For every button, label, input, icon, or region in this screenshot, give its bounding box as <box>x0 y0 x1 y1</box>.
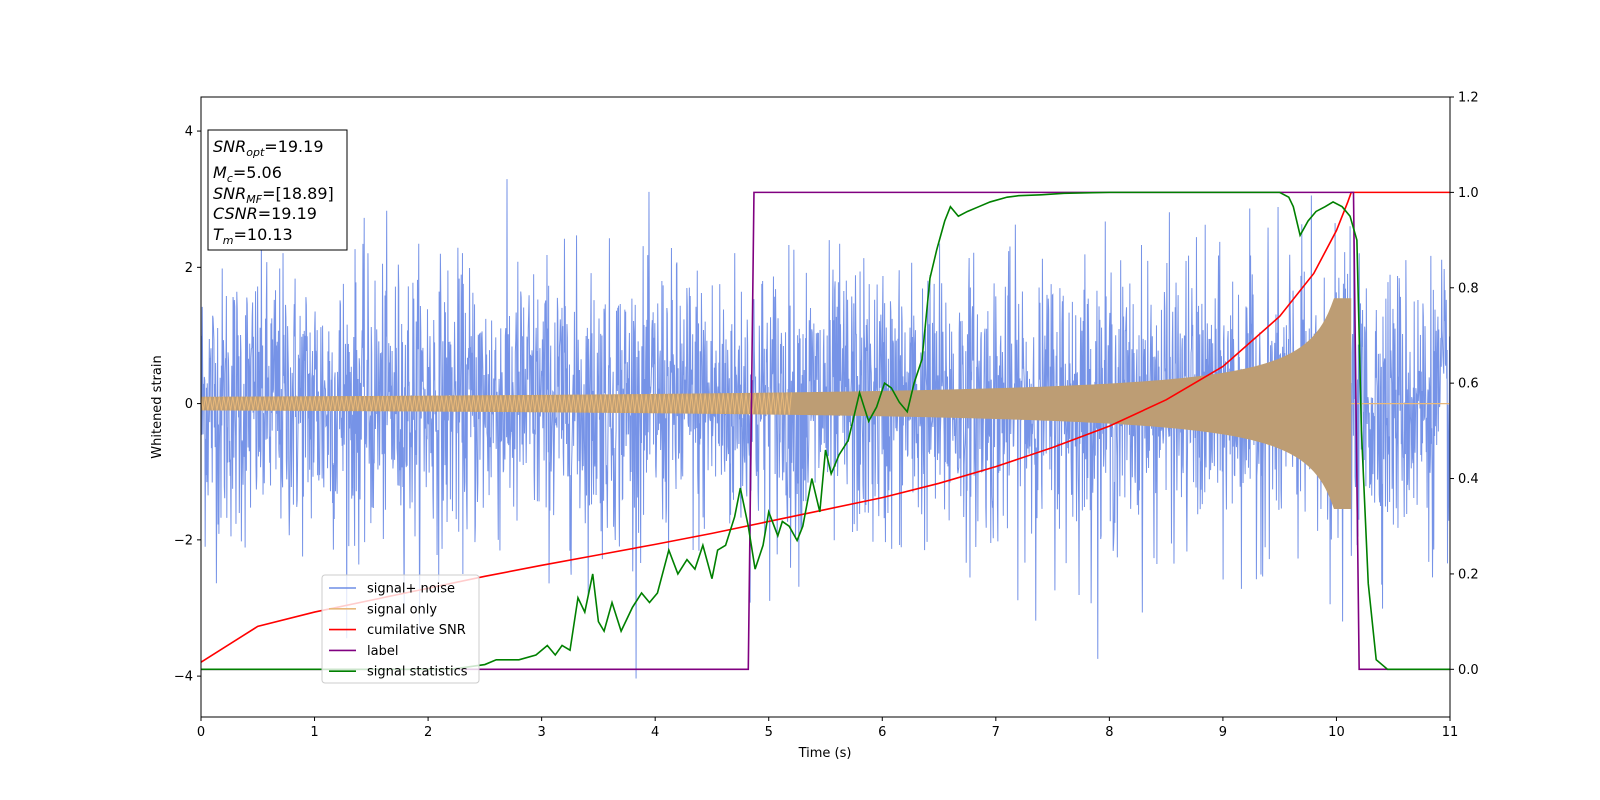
x-tick-label: 8 <box>1105 725 1113 740</box>
label-line <box>201 191 1450 671</box>
x-tick-label: 2 <box>424 725 432 740</box>
legend-item-signal-only: signal only <box>329 602 437 617</box>
legend-label: cumilative SNR <box>367 623 466 638</box>
x-tick-label: 1 <box>310 725 318 740</box>
plot-frame <box>200 96 1451 718</box>
x-axis-label: Time (s) <box>798 746 852 761</box>
annotation-frame <box>207 129 348 251</box>
right-y-tick-label: 1.2 <box>1458 91 1479 106</box>
x-tick-label: 10 <box>1328 725 1345 740</box>
right-y-tick-label: 0.4 <box>1458 472 1479 487</box>
legend-item-cumulative-snr: cumilative SNR <box>329 623 466 638</box>
right-y-tick-label: 0.2 <box>1458 567 1479 582</box>
annotation-tm: Tm=10.13 <box>213 225 293 247</box>
legend-item-signal-noise: signal+ noise <box>329 582 455 597</box>
left-y-tick-label: 0 <box>185 397 193 412</box>
signal-only-oscillation <box>201 392 792 415</box>
right-y-tick-label: 0.8 <box>1458 281 1479 296</box>
legend-item-label: label <box>329 644 398 659</box>
legend-label: signal+ noise <box>367 582 455 597</box>
right-y-tick-label: 0.0 <box>1458 663 1479 678</box>
annotation-mc: Mc=5.06 <box>213 163 282 185</box>
annotation-snr-mf: SNRMF=[18.89] <box>213 184 334 206</box>
x-tick-label: 3 <box>537 725 545 740</box>
signal-statistics-line <box>201 191 1450 671</box>
x-tick-label: 4 <box>651 725 659 740</box>
right-y-tick-label: 0.6 <box>1458 377 1479 392</box>
right-y-axis-ticks: 0.0 0.2 0.4 0.6 0.8 1.0 1.2 <box>1450 91 1479 678</box>
legend-item-signal-statistics: signal statistics <box>329 665 468 680</box>
x-tick-label: 0 <box>197 725 205 740</box>
left-y-tick-label: −2 <box>174 533 193 548</box>
left-y-tick-label: −4 <box>174 670 193 685</box>
left-y-tick-label: 2 <box>185 261 193 276</box>
annotation-snr-opt: SNRopt=19.19 <box>213 137 324 159</box>
legend-frame <box>321 574 480 684</box>
legend: signal+ noise signal only cumilative SNR la… <box>321 574 480 684</box>
left-y-tick-label: 4 <box>185 125 193 140</box>
signal-only-envelope <box>201 298 1352 509</box>
stats-annotation-box: SNRopt=19.19 Mc=5.06 SNRMF=[18.89] CSNR=… <box>207 129 348 251</box>
x-tick-label: 5 <box>765 725 773 740</box>
annotation-csnr: CSNR=19.19 <box>213 204 317 223</box>
x-tick-label: 11 <box>1442 725 1459 740</box>
left-y-axis-ticks: −4 −2 0 2 4 <box>174 125 201 685</box>
right-y-tick-label: 1.0 <box>1458 186 1479 201</box>
x-tick-label: 6 <box>878 725 886 740</box>
legend-label: signal statistics <box>367 665 468 680</box>
left-y-axis-label: Whitened strain <box>150 355 165 458</box>
legend-label: label <box>367 644 398 659</box>
signal-only-series <box>201 298 1450 509</box>
x-axis-ticks: 0 1 2 3 4 5 6 7 8 9 10 11 <box>197 717 1458 740</box>
legend-label: signal only <box>367 602 437 617</box>
x-tick-label: 9 <box>1219 725 1227 740</box>
x-tick-label: 7 <box>992 725 1000 740</box>
